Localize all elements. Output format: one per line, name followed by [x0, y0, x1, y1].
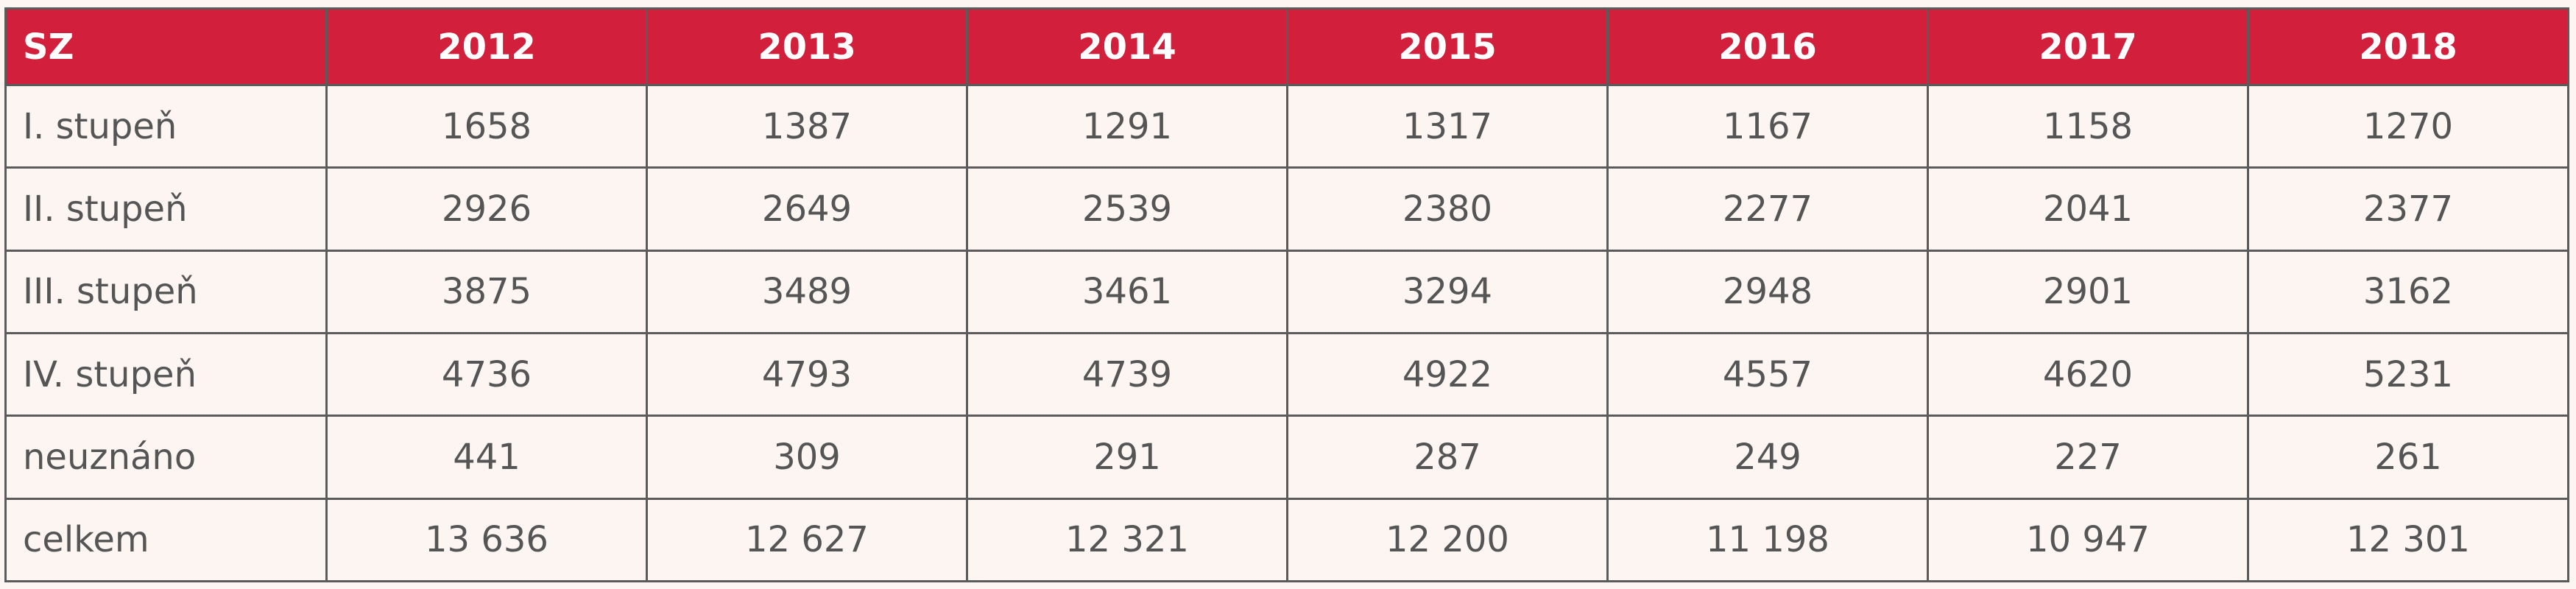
table-cell: 291 — [966, 415, 1288, 500]
table-cell: 1387 — [646, 83, 968, 169]
row-label: neuznáno — [4, 415, 328, 500]
row-label: III. stupeň — [4, 249, 328, 334]
table-cell: 4557 — [1606, 331, 1929, 417]
table-row: celkem 13 636 12 627 12 321 12 200 11 19… — [4, 497, 2569, 583]
header-year: 2016 — [1606, 7, 1929, 86]
table-row: III. stupeň 3875 3489 3461 3294 2948 290… — [4, 249, 2569, 334]
table-cell: 12 627 — [646, 497, 968, 583]
table-cell: 4922 — [1286, 331, 1609, 417]
table-cell: 309 — [646, 415, 968, 500]
table-row: neuznáno 441 309 291 287 249 227 261 — [4, 415, 2569, 500]
table-cell: 3875 — [325, 249, 648, 334]
table-cell: 13 636 — [325, 497, 648, 583]
table-cell: 5231 — [2247, 331, 2569, 417]
table-cell: 227 — [1927, 415, 2249, 500]
table-cell: 2041 — [1927, 166, 2249, 252]
header-year: 2012 — [325, 7, 648, 86]
table-cell: 441 — [325, 415, 648, 500]
table-row: II. stupeň 2926 2649 2539 2380 2277 2041… — [4, 166, 2569, 252]
header-year: 2013 — [646, 7, 968, 86]
table-cell: 1270 — [2247, 83, 2569, 169]
data-table: SZ 2012 2013 2014 2015 2016 2017 2018 I.… — [4, 7, 2569, 583]
table-cell: 287 — [1286, 415, 1609, 500]
header-year: 2014 — [966, 7, 1288, 86]
table-cell: 4620 — [1927, 331, 2249, 417]
row-label: II. stupeň — [4, 166, 328, 252]
table-cell: 3489 — [646, 249, 968, 334]
table-cell: 11 198 — [1606, 497, 1929, 583]
table-cell: 1658 — [325, 83, 648, 169]
table-cell: 261 — [2247, 415, 2569, 500]
table-cell: 2926 — [325, 166, 648, 252]
table-cell: 10 947 — [1927, 497, 2249, 583]
table-row: IV. stupeň 4736 4793 4739 4922 4557 4620… — [4, 331, 2569, 417]
table-cell: 2277 — [1606, 166, 1929, 252]
row-label: IV. stupeň — [4, 331, 328, 417]
table-cell: 12 200 — [1286, 497, 1609, 583]
table-cell: 3461 — [966, 249, 1288, 334]
table-cell: 249 — [1606, 415, 1929, 500]
table-cell: 12 321 — [966, 497, 1288, 583]
table-cell: 4736 — [325, 331, 648, 417]
table-cell: 2377 — [2247, 166, 2569, 252]
header-row: SZ 2012 2013 2014 2015 2016 2017 2018 — [4, 7, 2569, 86]
table-cell: 1158 — [1927, 83, 2249, 169]
table-cell: 12 301 — [2247, 497, 2569, 583]
header-year: 2017 — [1927, 7, 2249, 86]
header-year: 2015 — [1286, 7, 1609, 86]
header-year: 2018 — [2247, 7, 2569, 86]
table-row: I. stupeň 1658 1387 1291 1317 1167 1158 … — [4, 83, 2569, 169]
table-cell: 4739 — [966, 331, 1288, 417]
table-cell: 3162 — [2247, 249, 2569, 334]
table-cell: 1291 — [966, 83, 1288, 169]
table-cell: 4793 — [646, 331, 968, 417]
table-cell: 3294 — [1286, 249, 1609, 334]
table-cell: 1167 — [1606, 83, 1929, 169]
table-cell: 2948 — [1606, 249, 1929, 334]
table-cell: 2649 — [646, 166, 968, 252]
header-corner-label: SZ — [4, 7, 328, 86]
table-cell: 1317 — [1286, 83, 1609, 169]
table-cell: 2380 — [1286, 166, 1609, 252]
row-label: I. stupeň — [4, 83, 328, 169]
table-cell: 2901 — [1927, 249, 2249, 334]
table-container: SZ 2012 2013 2014 2015 2016 2017 2018 I.… — [4, 7, 2569, 583]
row-label: celkem — [4, 497, 328, 583]
table-cell: 2539 — [966, 166, 1288, 252]
